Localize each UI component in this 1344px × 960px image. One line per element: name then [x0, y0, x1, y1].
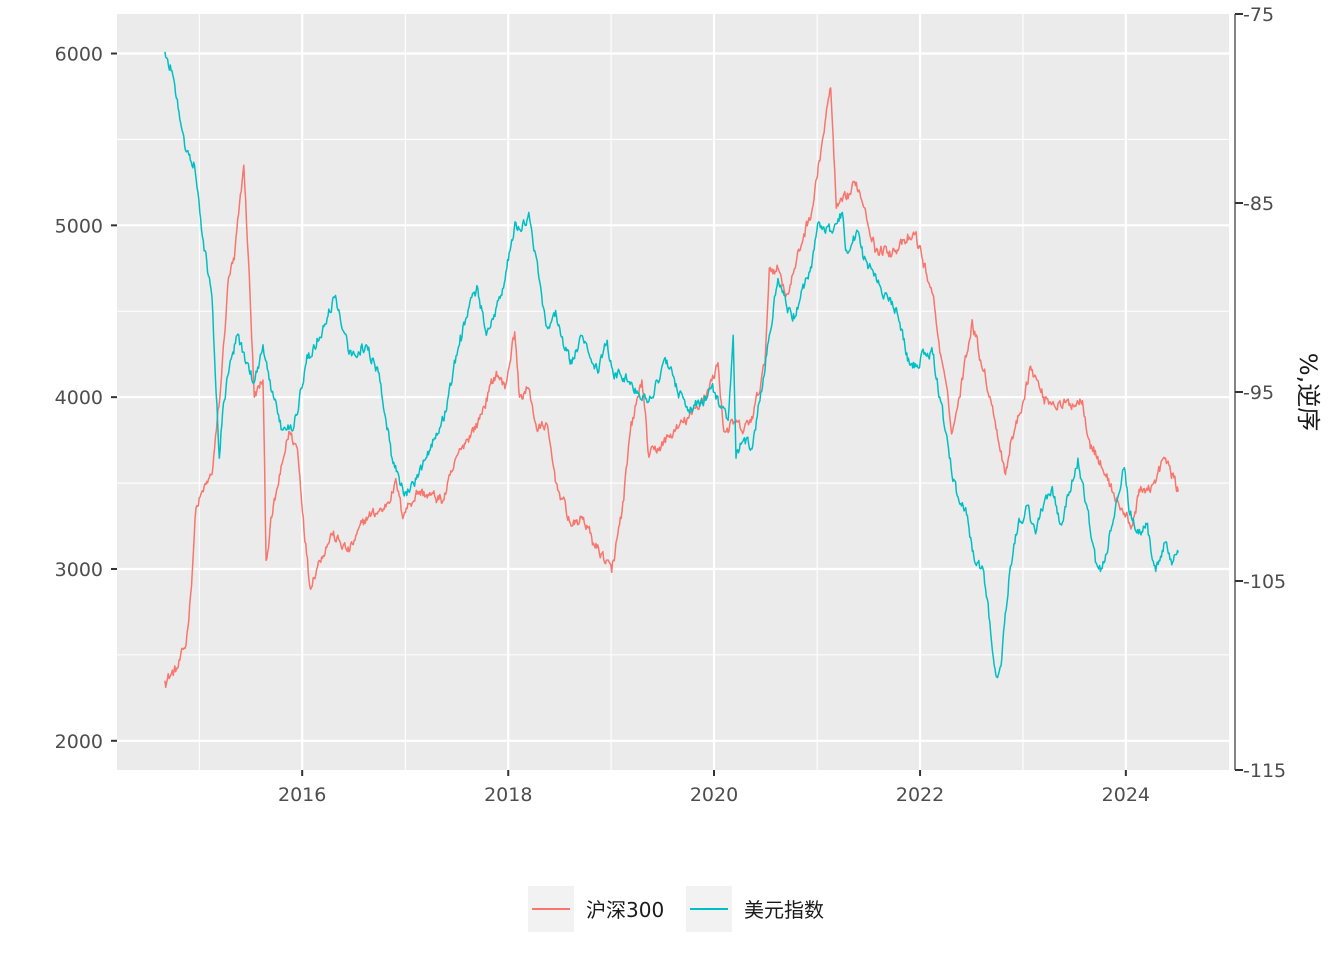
y-axis-right: -75 -85 -95 -105 -115 [1234, 4, 1286, 782]
x-tick-label: 2018 [484, 784, 532, 806]
x-tick-label: 2024 [1102, 784, 1150, 806]
y-left-tick-label: 4000 [55, 387, 103, 409]
y-right-tick-label: -95 [1243, 382, 1274, 404]
x-tick-label: 2022 [896, 784, 944, 806]
series-lines [164, 51, 1180, 689]
y-left-tick-label: 3000 [55, 559, 103, 581]
y-axis-left: 2000 3000 4000 5000 6000 [55, 44, 117, 753]
series-line-0 [164, 87, 1180, 689]
legend-label-0: 沪深300 [586, 898, 664, 922]
y-left-tick-label: 5000 [55, 215, 103, 237]
x-axis: 2016 2018 2020 2022 2024 [278, 770, 1150, 806]
y-right-tick-label: -105 [1243, 571, 1286, 593]
x-tick-label: 2020 [690, 784, 738, 806]
y2-axis-title: %,逆序 [1294, 353, 1322, 431]
y-right-tick-label: -75 [1243, 4, 1274, 26]
plot-panel [117, 14, 1229, 770]
y-left-tick-label: 2000 [55, 731, 103, 753]
y-left-tick-label: 6000 [55, 44, 103, 66]
legend: 沪深300 美元指数 [528, 886, 824, 932]
x-tick-label: 2016 [278, 784, 326, 806]
y-right-tick-label: -85 [1243, 193, 1274, 215]
legend-label-1: 美元指数 [744, 898, 824, 922]
y-right-tick-label: -115 [1243, 760, 1286, 782]
series-line-1 [164, 51, 1180, 679]
